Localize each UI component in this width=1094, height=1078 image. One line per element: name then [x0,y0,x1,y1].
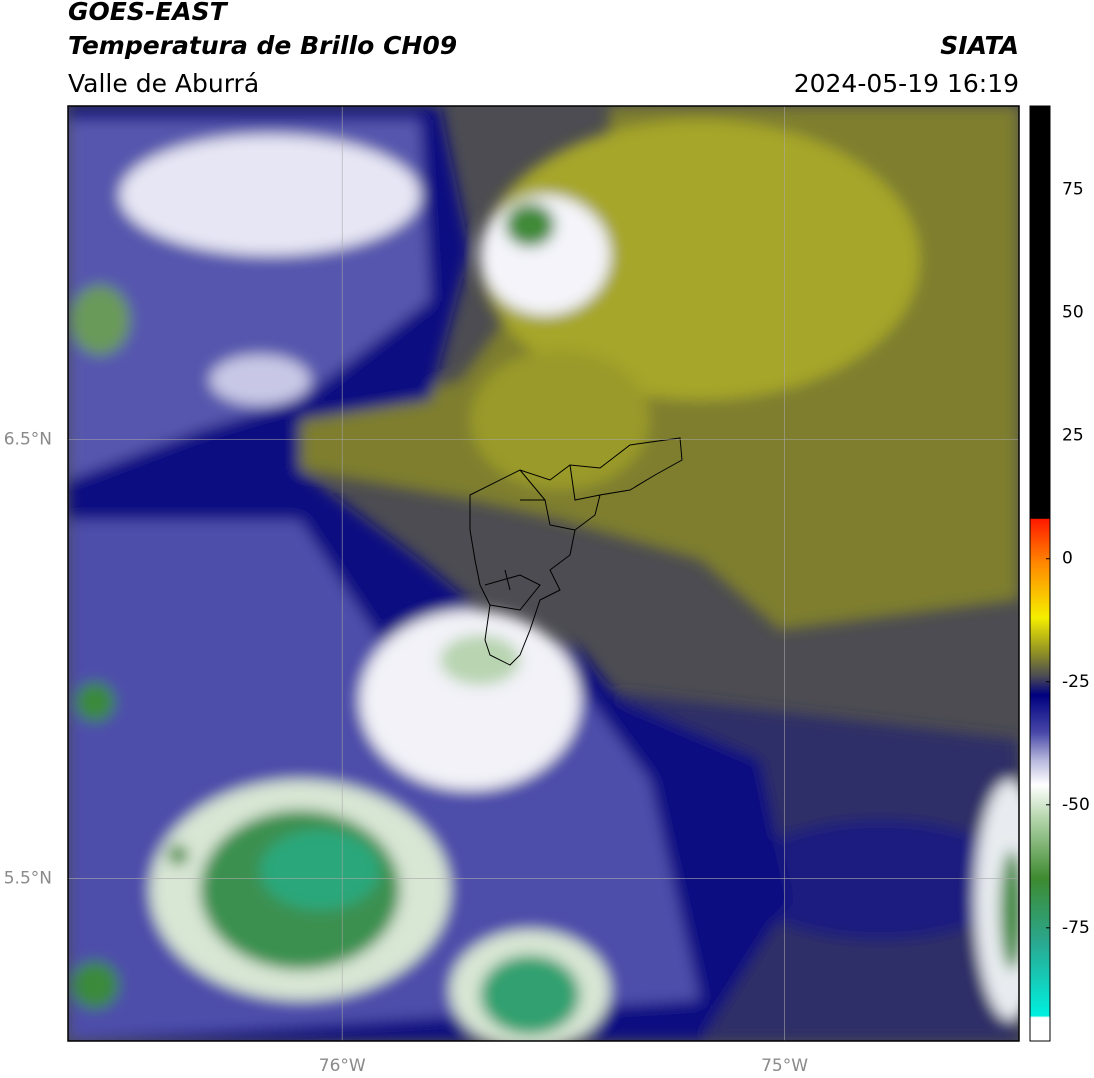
colorbar-tick-label: 0 [1062,549,1073,569]
source: SIATA [940,31,1019,60]
subtitle: Temperatura de Brillo CH09 [68,31,457,60]
y-tick-label: 5.5°N [4,869,52,889]
x-tick-label: 75°W [761,1056,808,1076]
municipal-boundaries [469,437,683,666]
colorbar-tick-label: 75 [1062,180,1084,200]
x-tick-label: 76°W [319,1056,366,1076]
colorbar-tick-label: -75 [1062,918,1090,938]
y-tick-label: 6.5°N [4,430,52,450]
colorbar-tick-label: 25 [1062,426,1084,446]
title: GOES-EAST [68,0,229,26]
map-frame [67,105,1020,1042]
colorbar-tick-label: 50 [1062,303,1084,323]
colorbar-tick-label: -50 [1062,795,1090,815]
brightness-field [68,106,1019,1041]
colorbar-tick-label: -25 [1062,672,1090,692]
datetime: 2024-05-19 16:19 [794,69,1019,98]
region: Valle de Aburrá [68,69,259,98]
colorbar [1029,105,1051,1042]
grid [68,106,1019,1041]
